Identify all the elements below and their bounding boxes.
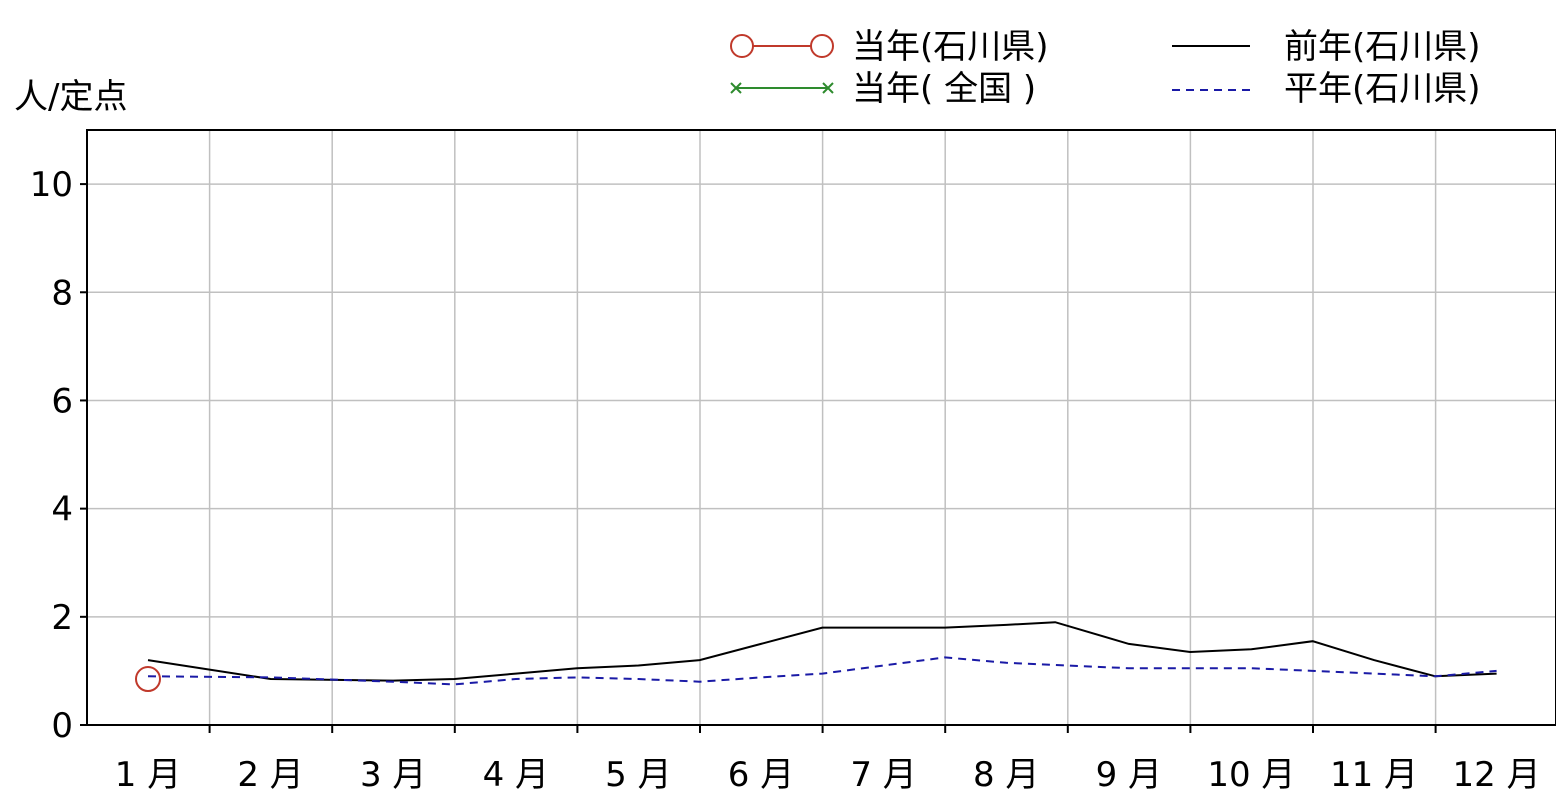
legend-item-current-national: 当年( 全国 ) — [730, 69, 1036, 109]
grid — [80, 130, 1556, 733]
plot-area — [86, 129, 1556, 726]
y-tick-label: 8 — [51, 273, 73, 313]
y-tick-label: 4 — [51, 490, 73, 530]
y-tick-label: 6 — [51, 381, 73, 421]
data-point-circle — [135, 666, 161, 693]
series-line — [147, 656, 1497, 686]
y-tick-label: 2 — [51, 598, 73, 638]
x-tick-label: 4 月 — [483, 755, 549, 791]
y-tick-labels: 0 2 4 6 8 10 — [30, 165, 73, 746]
legend-circle-marker — [730, 34, 754, 58]
x-tick-label: 2 月 — [237, 755, 303, 791]
x-tick-label: 7 月 — [850, 755, 916, 791]
legend-cross-marker — [730, 82, 742, 94]
legend-label: 前年(石川県) — [1284, 27, 1481, 67]
x-tick-label: 8 月 — [973, 755, 1039, 791]
x-tick-label: 3 月 — [360, 755, 426, 791]
x-tick-label: 9 月 — [1096, 755, 1162, 791]
x-tick-label: 6 月 — [728, 755, 794, 791]
legend-circle-marker — [810, 34, 834, 58]
x-tick-label: 11 月 — [1330, 755, 1418, 791]
x-tick-label: 10 月 — [1207, 755, 1295, 791]
legend: 当年(石川県) 当年( 全国 ) 前年(石川県) 平年(石川県) — [730, 27, 1481, 109]
series-line — [147, 621, 1497, 682]
x-tick-label: 5 月 — [605, 755, 671, 791]
legend-label: 平年(石川県) — [1284, 69, 1481, 109]
legend-cross-marker — [822, 82, 834, 94]
legend-item-previous-ishikawa: 前年(石川県) — [1172, 27, 1481, 67]
y-tick-label: 0 — [51, 706, 73, 746]
y-axis-label: 人/定点 — [14, 77, 127, 117]
legend-item-normal-ishikawa: 平年(石川県) — [1172, 69, 1481, 109]
series-layer — [135, 621, 1497, 693]
x-tick-labels: 1 月 2 月 3 月 4 月 5 月 6 月 7 月 8 月 9 月 10 月 11 月 12 月 — [115, 755, 1541, 791]
x-tick-label: 1 月 — [115, 755, 181, 791]
legend-label: 当年( 全国 ) — [852, 69, 1036, 109]
legend-label: 当年(石川県) — [852, 27, 1049, 67]
y-tick-label: 10 — [30, 165, 73, 205]
legend-item-current-ishikawa: 当年(石川県) — [730, 27, 1049, 67]
x-tick-label: 12 月 — [1453, 755, 1541, 791]
